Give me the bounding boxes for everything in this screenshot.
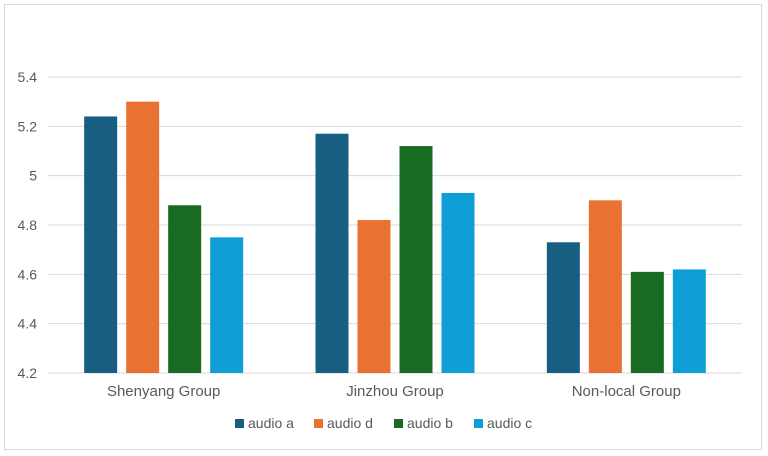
- legend-label: audio d: [327, 415, 373, 431]
- bar-audio-a-2: [546, 242, 580, 373]
- legend-item: audio d: [314, 415, 373, 431]
- bar-audio-b-1: [399, 146, 433, 373]
- y-tick-label: 4.6: [18, 266, 38, 282]
- x-category-label: Jinzhou Group: [346, 383, 444, 400]
- legend-item: audio a: [235, 415, 294, 431]
- bar-audio-d-2: [588, 200, 622, 373]
- bars: [84, 101, 706, 374]
- bar-audio-a-1: [315, 133, 349, 373]
- bar-audio-d-1: [357, 220, 391, 373]
- legend-label: audio a: [248, 415, 294, 431]
- legend-label: audio c: [487, 415, 532, 431]
- bar-audio-b-2: [630, 271, 664, 373]
- gridlines: [48, 76, 742, 374]
- y-tick-label: 4.4: [18, 316, 38, 332]
- bar-audio-a-0: [84, 116, 118, 373]
- x-category-label: Non-local Group: [572, 383, 681, 400]
- y-tick-label: 4.8: [18, 217, 38, 233]
- bar-audio-d-0: [126, 101, 160, 374]
- x-axis-category-labels: Shenyang Group Jinzhou Group Non-local Gro…: [107, 383, 681, 400]
- legend-swatch: [394, 419, 403, 428]
- legend-swatch: [474, 419, 483, 428]
- legend: audio a audio d audio b audio c: [235, 415, 532, 431]
- y-tick-label: 5.4: [18, 69, 38, 85]
- legend-swatch: [314, 419, 323, 428]
- bar-audio-c-2: [672, 269, 706, 373]
- bar-audio-c-0: [210, 237, 244, 373]
- bar-audio-b-0: [168, 205, 202, 373]
- bar-audio-c-1: [441, 192, 475, 373]
- y-tick-label: 4.2: [18, 365, 38, 381]
- y-tick-label: 5: [29, 168, 37, 184]
- legend-item: audio c: [474, 415, 532, 431]
- y-axis-tick-labels: 4.2 4.4 4.6 4.8 5 5.2 5.4: [18, 69, 38, 381]
- y-tick-label: 5.2: [18, 118, 38, 134]
- x-category-label: Shenyang Group: [107, 383, 220, 400]
- legend-item: audio b: [394, 415, 453, 431]
- legend-label: audio b: [407, 415, 453, 431]
- legend-swatch: [235, 419, 244, 428]
